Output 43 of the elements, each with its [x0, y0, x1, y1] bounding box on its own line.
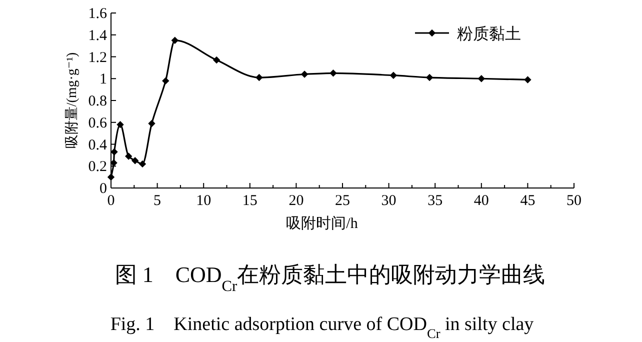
point — [212, 56, 220, 64]
x-tick-label: 25 — [335, 193, 350, 209]
point — [110, 148, 118, 156]
point — [138, 160, 146, 168]
x-tick-label: 45 — [520, 193, 536, 209]
x-axis-title: 吸附时间/h — [286, 215, 358, 232]
y-tick-label: 0.2 — [88, 159, 107, 176]
point — [330, 70, 337, 77]
text: Fig. 1 Kinetic adsorption curve of COD$_{Cr}$ in silty clay — [110, 314, 534, 340]
y-tick-label: 0 — [100, 181, 107, 197]
legend-label: 粉质黏土 — [457, 25, 521, 43]
y-tick-label: 1.2 — [88, 50, 107, 66]
point — [116, 120, 124, 128]
y-tick-label: 0.4 — [88, 137, 108, 154]
x-tick-label: 35 — [428, 193, 443, 209]
point — [300, 70, 308, 78]
point — [390, 72, 398, 79]
x-tick-label: 5 — [154, 193, 162, 209]
y-tick-label: 1.4 — [88, 28, 108, 44]
point — [107, 173, 115, 181]
y-tick-label: 0.6 — [88, 115, 108, 132]
x-tick-label: 20 — [288, 193, 304, 209]
y-axis-title: 吸附量/(mg·g⁻¹) — [64, 52, 80, 149]
point — [110, 159, 118, 166]
x-tick-label: 30 — [381, 193, 396, 209]
x-tick-label: 15 — [242, 193, 258, 209]
x-tick-label: 50 — [566, 193, 582, 209]
point — [124, 152, 132, 160]
point — [426, 74, 434, 82]
point — [524, 76, 532, 84]
point — [148, 120, 156, 128]
y-tick-label: 1.6 — [88, 6, 108, 22]
point — [478, 75, 485, 82]
text: 图 1 COD$_{Cr}$在粉质黏土中的吸附动力学曲线 — [114, 262, 546, 294]
y-tick-label: 1 — [100, 72, 107, 88]
point — [256, 74, 263, 82]
legend: 粉质黏土 — [415, 26, 521, 43]
x-tick-label: 10 — [196, 193, 212, 209]
point — [131, 157, 139, 164]
point — [171, 36, 178, 44]
point — [162, 77, 170, 84]
y-tick-label: 0.8 — [88, 94, 107, 110]
x-tick-label: 40 — [474, 193, 489, 209]
